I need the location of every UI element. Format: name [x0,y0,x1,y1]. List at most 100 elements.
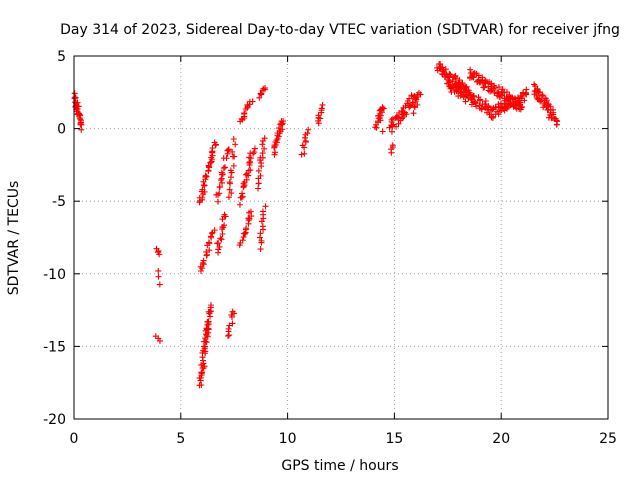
data-point [446,70,453,77]
data-point [259,150,266,157]
data-point [74,99,81,106]
y-tick-label: 0 [57,122,66,138]
data-point [279,126,286,133]
data-point [467,66,474,73]
data-point [280,118,287,125]
data-point [401,109,408,116]
data-point [230,135,237,142]
data-point [261,135,268,142]
data-point [535,89,542,96]
data-point [206,308,213,315]
data-point [211,227,218,234]
data-point [468,101,475,108]
data-point [198,382,205,389]
data-point [216,243,223,250]
data-point [208,156,215,163]
data-point [379,104,386,111]
data-point [304,130,311,137]
data-point [201,363,208,370]
data-point [415,89,422,96]
y-tick-label: -5 [52,194,66,210]
data-point [257,172,264,179]
data-point [204,251,211,258]
data-point [77,117,84,124]
data-point [225,147,232,154]
data-point [227,167,234,174]
data-point [199,194,206,201]
data-point [539,91,546,98]
data-point [257,246,264,253]
data-point [315,112,322,119]
data-point [258,160,265,167]
data-point [231,153,238,160]
x-tick-label: 5 [176,431,185,447]
data-point [485,103,492,110]
data-point [200,357,207,364]
data-point [205,168,212,175]
data-point [388,116,395,123]
data-point [242,230,249,237]
data-point [395,120,402,127]
data-point [226,322,233,329]
data-point [156,281,163,288]
data-point [473,103,480,110]
data-point [406,95,413,102]
data-point [491,82,498,89]
data-point [299,142,306,149]
data-point [487,88,494,95]
data-point [372,124,379,131]
data-point [241,110,248,117]
data-point [456,77,463,84]
data-point [212,141,219,148]
data-point [203,173,210,180]
data-point [434,67,441,74]
data-point [226,179,233,186]
data-point [255,167,262,174]
y-tick-label: -20 [43,412,66,428]
data-point [318,105,325,112]
data-point [301,150,308,157]
data-point [259,141,266,148]
data-point [156,337,163,344]
data-point [228,190,235,197]
data-point [243,225,250,232]
data-point [275,133,282,140]
data-point [155,273,162,280]
data-point [537,98,544,105]
data-point [72,94,79,101]
data-point [298,151,305,158]
data-point [214,191,221,198]
data-point [534,86,541,93]
data-point [199,265,206,272]
data-point [490,113,497,120]
data-point [221,164,228,171]
data-point [389,142,396,149]
data-point [239,190,246,197]
data-point [207,302,214,309]
data-point [271,143,278,150]
x-tick-label: 20 [492,431,510,447]
data-point [411,92,418,99]
data-point [246,159,253,166]
data-point [379,128,386,135]
data-point [243,176,250,183]
data-point [206,247,213,254]
data-point [155,267,162,274]
data-point [239,193,246,200]
data-point [521,97,528,104]
x-tick-label: 15 [385,431,403,447]
data-point [202,348,209,355]
data-point [205,319,212,326]
data-point [251,149,258,156]
data-point [224,147,231,154]
x-tick-label: 0 [70,431,79,447]
axis-ticks: 0 5 10 15 20 25 -20 -15 -10 -5 0 5 [43,49,617,447]
data-point [221,211,228,218]
data-point [457,92,464,99]
data-point [249,98,256,105]
data-point [259,208,266,215]
data-point [389,115,396,122]
data-point [398,115,405,122]
data-point [258,218,265,225]
